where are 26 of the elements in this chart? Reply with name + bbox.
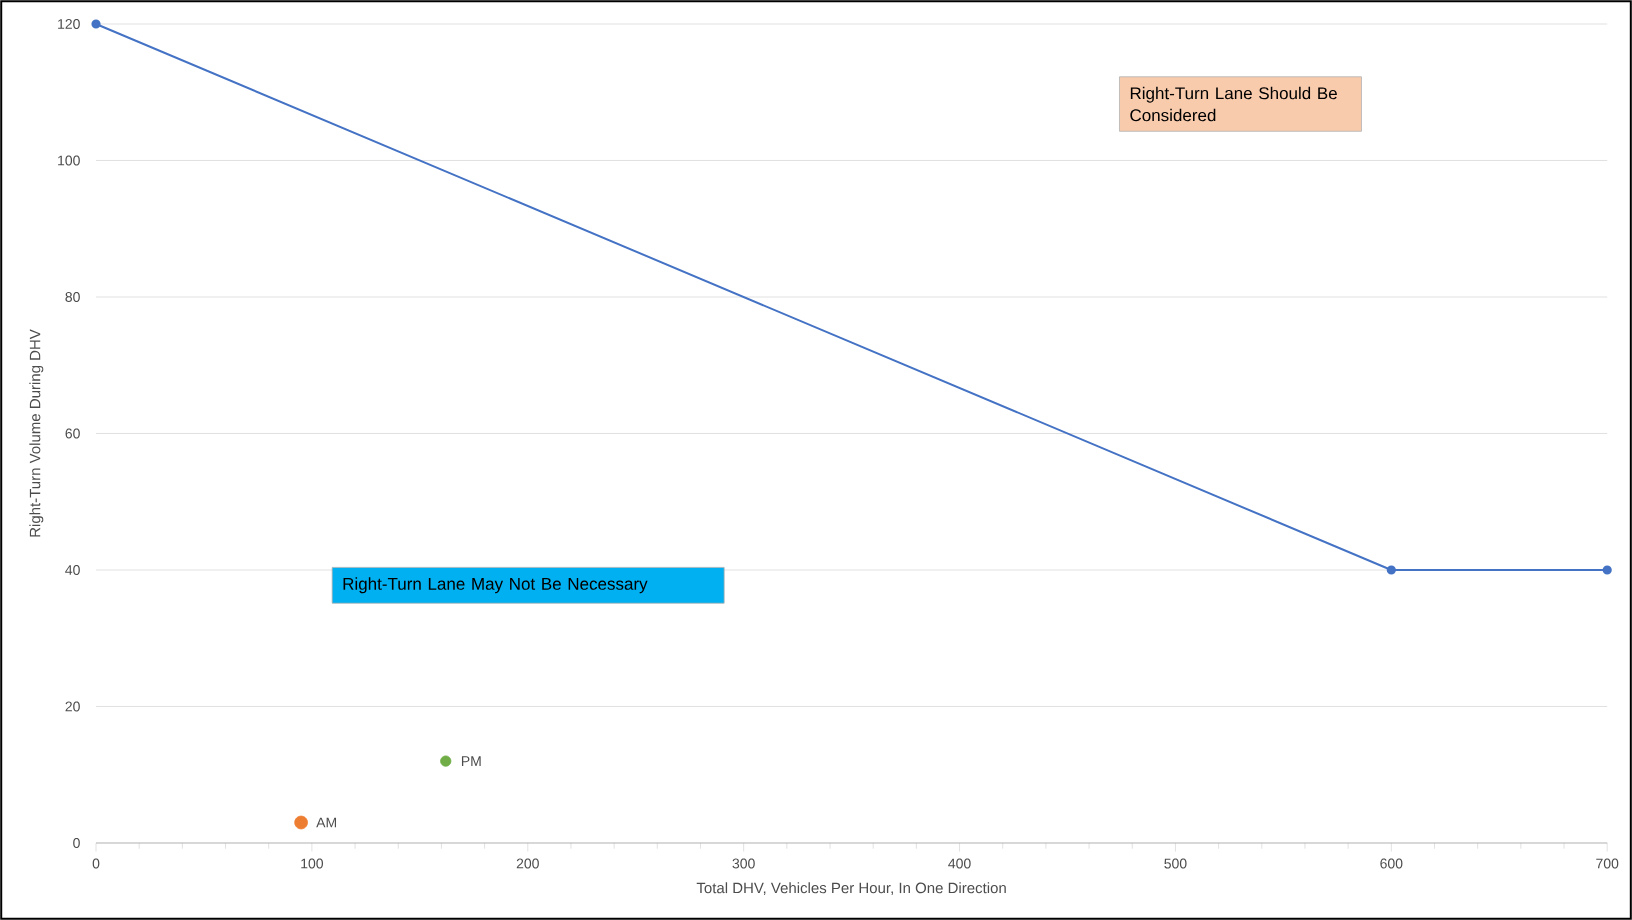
series-label: AM [316, 817, 337, 828]
x-tick-label: 100 [301, 858, 324, 869]
x-tick-label: 0 [92, 858, 100, 869]
point [91, 19, 101, 29]
point [294, 815, 308, 830]
annotation: Right-Turn Lane Should Be Considered [1130, 86, 1337, 122]
x-tick-label: 300 [732, 858, 755, 869]
y-tick-label: 20 [65, 701, 80, 712]
x-tick-label: 200 [516, 858, 539, 869]
x-axis-title: Total DHV, Vehicles Per Hour, In One Direction [696, 882, 1006, 896]
y-tick-label: 0 [73, 838, 80, 848]
x-tick-label: 700 [1596, 858, 1619, 869]
y-axis-title: Right-Turn Volume During DHV [29, 329, 44, 537]
x-tick-label: 600 [1380, 858, 1403, 869]
annotation: Right-Turn Lane May Not Be Necessary [343, 577, 648, 594]
x-tick-label: 500 [1164, 858, 1187, 869]
point [1602, 565, 1612, 575]
point [440, 755, 452, 767]
y-tick-label: 120 [58, 19, 80, 29]
y-tick-label: 80 [65, 292, 80, 302]
y-tick-label: 60 [65, 428, 80, 439]
y-tick-label: 40 [65, 565, 80, 575]
point [1386, 565, 1396, 575]
series-label: PM [461, 756, 481, 766]
y-tick-label: 100 [58, 155, 80, 166]
x-tick-label: 400 [948, 858, 971, 869]
